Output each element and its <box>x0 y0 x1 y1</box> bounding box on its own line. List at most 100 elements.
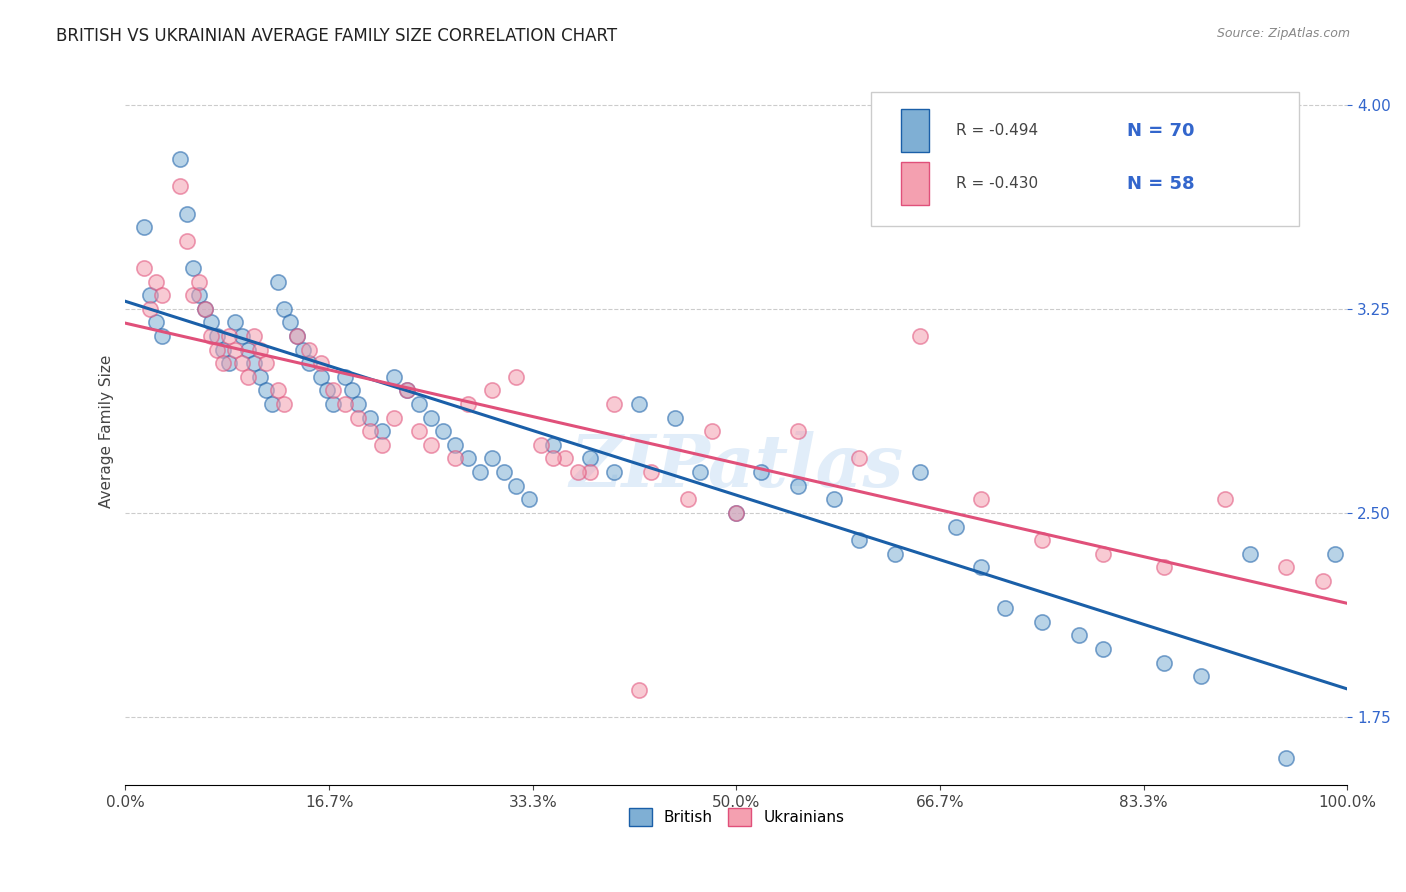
Point <box>627 397 650 411</box>
Point <box>1092 642 1115 657</box>
Text: N = 58: N = 58 <box>1128 175 1195 193</box>
Point <box>1153 656 1175 670</box>
Point <box>249 343 271 357</box>
Point <box>1213 492 1236 507</box>
Point <box>200 315 222 329</box>
Point <box>382 410 405 425</box>
Point <box>1324 547 1347 561</box>
Point <box>169 152 191 166</box>
Point <box>725 506 748 520</box>
Point <box>664 410 686 425</box>
Text: N = 70: N = 70 <box>1128 121 1195 139</box>
Point <box>541 451 564 466</box>
Text: R = -0.494: R = -0.494 <box>956 123 1039 138</box>
Point <box>205 329 228 343</box>
Point <box>395 384 418 398</box>
Point <box>420 410 443 425</box>
Point <box>359 410 381 425</box>
Point <box>481 451 503 466</box>
Point <box>187 288 209 302</box>
Point <box>194 301 217 316</box>
Point <box>242 329 264 343</box>
Point <box>725 506 748 520</box>
Point <box>231 329 253 343</box>
Point <box>371 424 394 438</box>
Point <box>212 343 235 357</box>
Point <box>603 397 626 411</box>
Point <box>603 465 626 479</box>
Point <box>187 275 209 289</box>
Point <box>322 397 344 411</box>
Point <box>1239 547 1261 561</box>
Point <box>176 206 198 220</box>
Point <box>316 384 339 398</box>
Point <box>169 179 191 194</box>
Point <box>285 329 308 343</box>
Point <box>823 492 845 507</box>
Point <box>994 601 1017 615</box>
FancyBboxPatch shape <box>870 92 1299 226</box>
Point <box>395 384 418 398</box>
Point <box>273 397 295 411</box>
Point <box>322 384 344 398</box>
Point <box>481 384 503 398</box>
Point <box>236 369 259 384</box>
Point <box>908 329 931 343</box>
Point <box>1031 615 1053 629</box>
Point <box>420 438 443 452</box>
Point <box>1275 751 1298 765</box>
Point <box>505 479 527 493</box>
Point <box>689 465 711 479</box>
Point <box>444 438 467 452</box>
Point <box>457 451 479 466</box>
Point <box>848 451 870 466</box>
Point <box>554 451 576 466</box>
Point <box>335 397 357 411</box>
Point <box>200 329 222 343</box>
Point <box>267 384 290 398</box>
Point <box>145 315 167 329</box>
Point <box>359 424 381 438</box>
Point <box>132 260 155 275</box>
Point <box>1189 669 1212 683</box>
Point <box>578 465 600 479</box>
Point <box>298 356 321 370</box>
Point <box>335 369 357 384</box>
Point <box>150 288 173 302</box>
Point <box>309 369 332 384</box>
Point <box>273 301 295 316</box>
Point <box>181 288 204 302</box>
Point <box>371 438 394 452</box>
Point <box>494 465 516 479</box>
FancyBboxPatch shape <box>901 162 929 205</box>
Point <box>700 424 723 438</box>
Point <box>749 465 772 479</box>
Point <box>1092 547 1115 561</box>
Point <box>236 343 259 357</box>
FancyBboxPatch shape <box>901 110 929 152</box>
Point <box>1031 533 1053 548</box>
Point <box>224 343 246 357</box>
Point <box>432 424 454 438</box>
Point <box>627 682 650 697</box>
Point <box>249 369 271 384</box>
Point <box>578 451 600 466</box>
Point <box>267 275 290 289</box>
Point <box>676 492 699 507</box>
Point <box>218 329 240 343</box>
Point <box>848 533 870 548</box>
Point <box>132 220 155 235</box>
Point <box>145 275 167 289</box>
Point <box>786 479 808 493</box>
Point <box>468 465 491 479</box>
Point <box>640 465 662 479</box>
Point <box>1153 560 1175 574</box>
Y-axis label: Average Family Size: Average Family Size <box>100 355 114 508</box>
Point <box>945 519 967 533</box>
Point <box>408 397 430 411</box>
Point <box>884 547 907 561</box>
Point <box>291 343 314 357</box>
Point <box>139 301 162 316</box>
Point <box>298 343 321 357</box>
Point <box>1312 574 1334 588</box>
